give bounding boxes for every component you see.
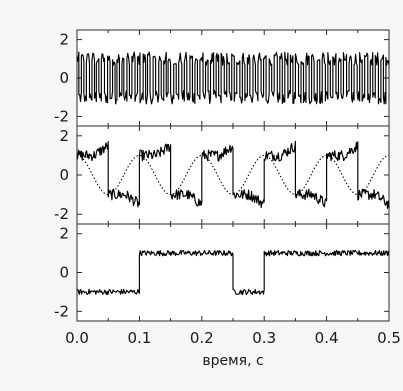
y-tick-label-middle-0: -2 [54,205,69,223]
y-tick-label-bottom-0: -2 [54,302,69,320]
y-tick-label-top-0: -2 [54,107,69,125]
x-tick-label-4: 0.4 [315,329,339,347]
series-signal-bottom-0 [76,249,390,296]
x-tick-label-1: 0.1 [127,329,151,347]
x-tick-label-5: 0.5 [377,329,401,347]
x-axis-label: время, с [202,353,263,369]
series-signal-middle-0 [76,140,390,209]
series-dotted-drive-middle [76,154,390,196]
x-tick-label-3: 0.3 [252,329,276,347]
y-tick-label-middle-1: 0 [59,166,69,184]
series-signal-top-0 [76,51,390,105]
y-tick-label-bottom-2: 2 [59,225,69,243]
x-tick-label-2: 0.2 [190,329,214,347]
x-tick-label-0: 0.0 [65,329,89,347]
y-tick-label-top-1: 0 [59,69,69,87]
y-tick-label-middle-2: 2 [59,127,69,145]
y-tick-label-top-2: 2 [59,31,69,49]
y-tick-label-bottom-1: 0 [59,264,69,282]
